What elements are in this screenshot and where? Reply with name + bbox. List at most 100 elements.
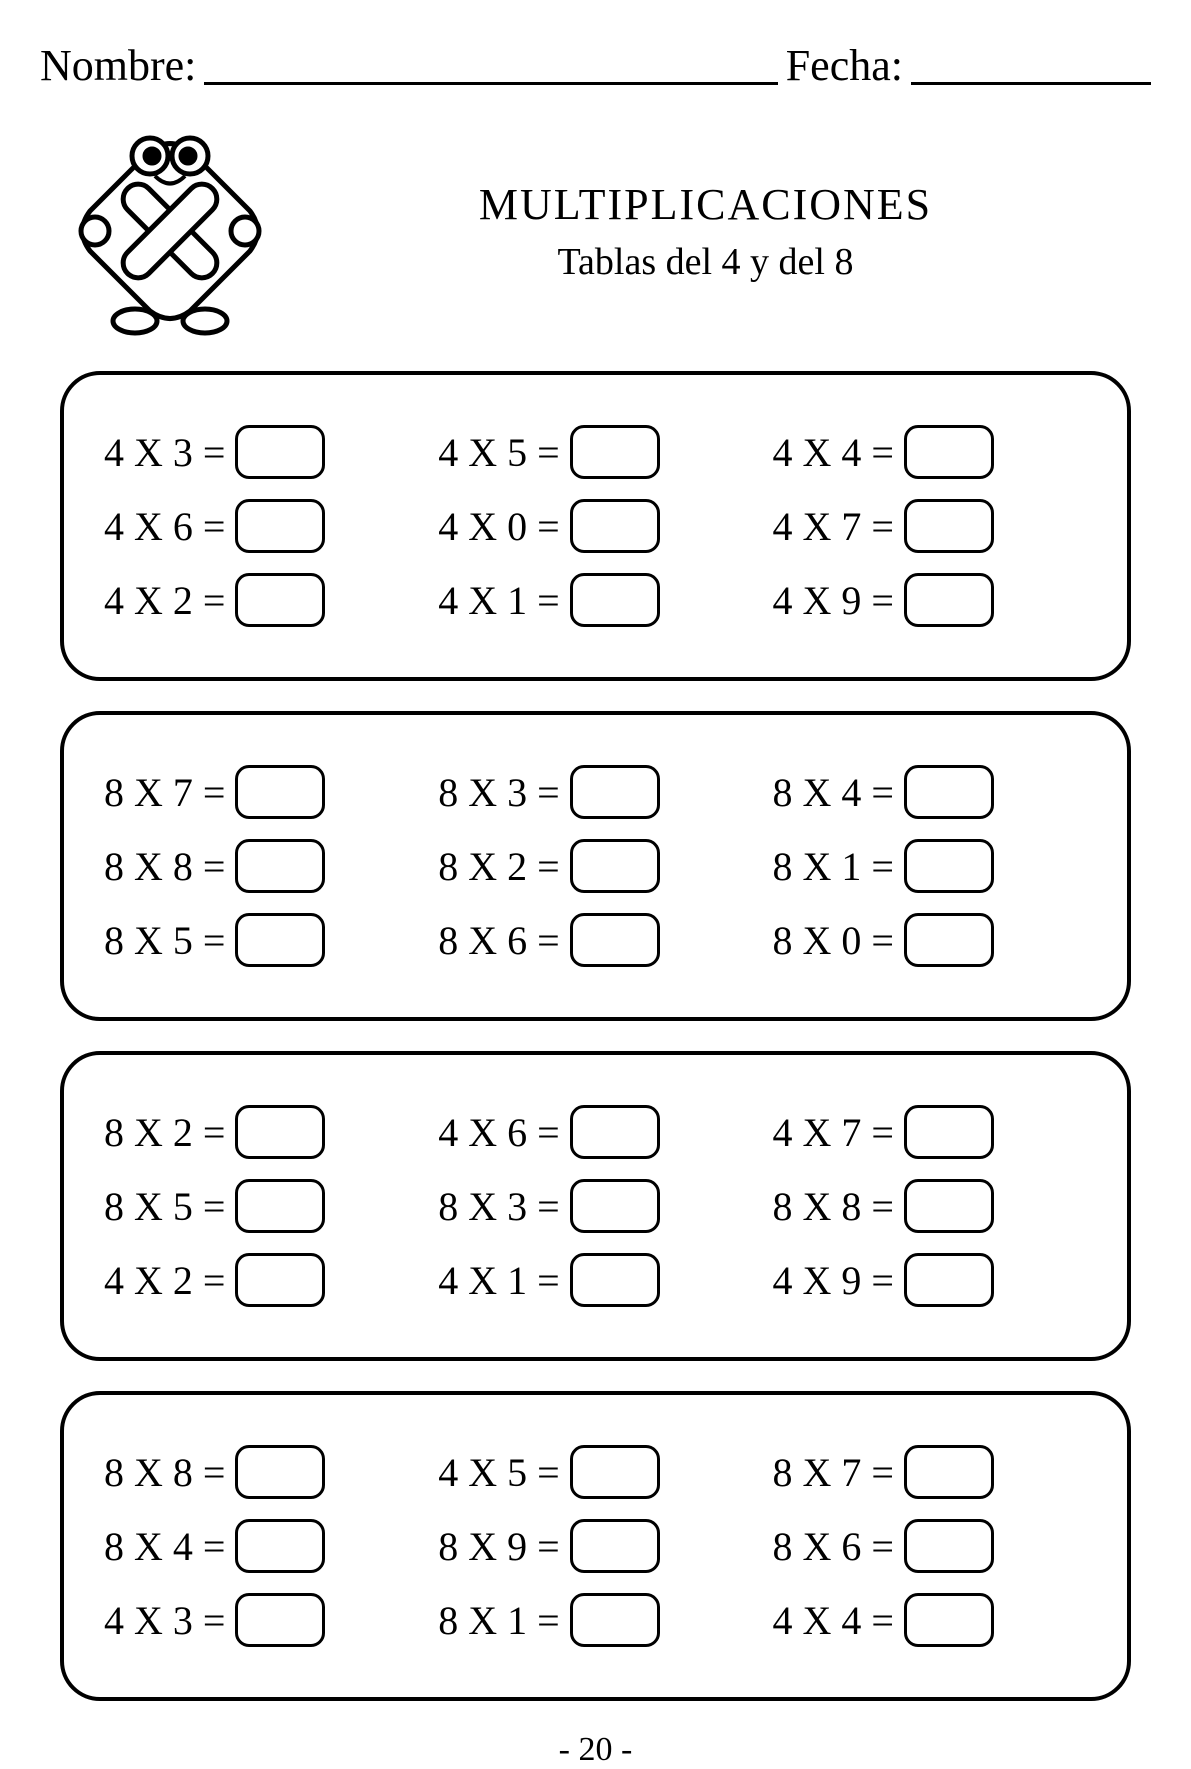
answer-box[interactable] [904, 913, 994, 967]
answer-box[interactable] [235, 913, 325, 967]
problem-expression: 8 X 8 = [104, 843, 225, 890]
problem: 4 X 7 = [772, 499, 1087, 553]
answer-box[interactable] [904, 425, 994, 479]
answer-box[interactable] [904, 1253, 994, 1307]
answer-box[interactable] [570, 425, 660, 479]
answer-box[interactable] [235, 1179, 325, 1233]
problem: 4 X 2 = [104, 573, 419, 627]
answer-box[interactable] [570, 499, 660, 553]
answer-box[interactable] [235, 765, 325, 819]
header-row: Nombre: Fecha: [30, 40, 1161, 91]
problem-expression: 8 X 1 = [438, 1597, 559, 1644]
answer-box[interactable] [904, 1519, 994, 1573]
problem-row: 8 X 8 = 4 X 5 = 8 X 7 = [104, 1445, 1087, 1499]
answer-box[interactable] [904, 1593, 994, 1647]
answer-box[interactable] [904, 1105, 994, 1159]
problem: 8 X 2 = [104, 1105, 419, 1159]
answer-box[interactable] [235, 1593, 325, 1647]
problem: 4 X 6 = [104, 499, 419, 553]
problem: 8 X 1 = [772, 839, 1087, 893]
problem-expression: 8 X 6 = [438, 917, 559, 964]
date-input-line[interactable] [911, 41, 1151, 85]
problem: 8 X 3 = [438, 1179, 753, 1233]
problem: 8 X 8 = [104, 1445, 419, 1499]
problem-expression: 8 X 5 = [104, 917, 225, 964]
name-input-line[interactable] [204, 41, 777, 85]
answer-box[interactable] [235, 1253, 325, 1307]
answer-box[interactable] [235, 573, 325, 627]
problem-expression: 8 X 7 = [772, 1449, 893, 1496]
answer-box[interactable] [235, 1445, 325, 1499]
answer-box[interactable] [570, 913, 660, 967]
problem-expression: 8 X 3 = [438, 769, 559, 816]
problem: 8 X 1 = [438, 1593, 753, 1647]
answer-box[interactable] [570, 1519, 660, 1573]
problem-row: 4 X 3 = 4 X 5 = 4 X 4 = [104, 425, 1087, 479]
problem: 8 X 5 = [104, 913, 419, 967]
answer-box[interactable] [235, 499, 325, 553]
answer-box[interactable] [904, 1179, 994, 1233]
worksheet-subtitle: Tablas del 4 y del 8 [280, 240, 1131, 284]
answer-box[interactable] [235, 1105, 325, 1159]
problem: 4 X 0 = [438, 499, 753, 553]
answer-box[interactable] [570, 1105, 660, 1159]
problem-expression: 4 X 3 = [104, 429, 225, 476]
answer-box[interactable] [570, 573, 660, 627]
problem: 4 X 9 = [772, 1253, 1087, 1307]
answer-box[interactable] [904, 1445, 994, 1499]
problem-expression: 4 X 2 = [104, 577, 225, 624]
problem: 4 X 1 = [438, 573, 753, 627]
problem-expression: 4 X 4 = [772, 429, 893, 476]
answer-box[interactable] [570, 1445, 660, 1499]
problem-box: 8 X 8 =4 X 5 =8 X 7 =8 X 4 =8 X 9 =8 X 6… [60, 1391, 1131, 1701]
answer-box[interactable] [235, 425, 325, 479]
problem: 8 X 4 = [772, 765, 1087, 819]
problem-expression: 4 X 6 = [438, 1109, 559, 1156]
boxes-container: 4 X 3 = 4 X 5 = 4 X 4 = 4 X 6 = 4 X 0 = 4 X 7… [30, 371, 1161, 1701]
problem: 8 X 4 = [104, 1519, 419, 1573]
problem-expression: 8 X 1 = [772, 843, 893, 890]
problem: 8 X 2 = [438, 839, 753, 893]
problem-expression: 4 X 0 = [438, 503, 559, 550]
answer-box[interactable] [570, 1593, 660, 1647]
answer-box[interactable] [570, 1253, 660, 1307]
problem-row: 8 X 8 = 8 X 2 = 8 X 1 = [104, 839, 1087, 893]
problem-expression: 8 X 0 = [772, 917, 893, 964]
problem-expression: 4 X 1 = [438, 1257, 559, 1304]
problem-row: 4 X 3 = 8 X 1 = 4 X 4 = [104, 1593, 1087, 1647]
answer-box[interactable] [235, 1519, 325, 1573]
answer-box[interactable] [235, 839, 325, 893]
multiplication-mascot-icon [60, 121, 280, 341]
problem: 8 X 9 = [438, 1519, 753, 1573]
problem-expression: 4 X 5 = [438, 1449, 559, 1496]
problem: 4 X 4 = [772, 1593, 1087, 1647]
problem-row: 4 X 2 = 4 X 1 = 4 X 9 = [104, 573, 1087, 627]
problem: 4 X 3 = [104, 1593, 419, 1647]
problem-expression: 8 X 8 = [772, 1183, 893, 1230]
answer-box[interactable] [904, 499, 994, 553]
answer-box[interactable] [570, 765, 660, 819]
answer-box[interactable] [904, 765, 994, 819]
problem-expression: 8 X 8 = [104, 1449, 225, 1496]
problem: 4 X 9 = [772, 573, 1087, 627]
answer-box[interactable] [570, 839, 660, 893]
problem: 8 X 8 = [772, 1179, 1087, 1233]
problem-row: 8 X 5 =8 X 3 =8 X 8 = [104, 1179, 1087, 1233]
problem-expression: 4 X 7 = [772, 1109, 893, 1156]
problem-expression: 8 X 4 = [104, 1523, 225, 1570]
name-label: Nombre: [40, 40, 196, 91]
problem-row: 8 X 2 = 4 X 6 = 4 X 7 = [104, 1105, 1087, 1159]
answer-box[interactable] [570, 1179, 660, 1233]
problem-box: 8 X 7 = 8 X 3 = 8 X 4 = 8 X 8 = 8 X 2 = 8 X 1… [60, 711, 1131, 1021]
problem: 8 X 7 = [772, 1445, 1087, 1499]
problem: 8 X 8 = [104, 839, 419, 893]
problem-expression: 4 X 5 = [438, 429, 559, 476]
problem: 8 X 7 = [104, 765, 419, 819]
problem-expression: 8 X 9 = [438, 1523, 559, 1570]
answer-box[interactable] [904, 839, 994, 893]
problem-expression: 8 X 4 = [772, 769, 893, 816]
problem-expression: 4 X 6 = [104, 503, 225, 550]
problem-expression: 4 X 9 = [772, 1257, 893, 1304]
answer-box[interactable] [904, 573, 994, 627]
problem: 4 X 6 = [438, 1105, 753, 1159]
